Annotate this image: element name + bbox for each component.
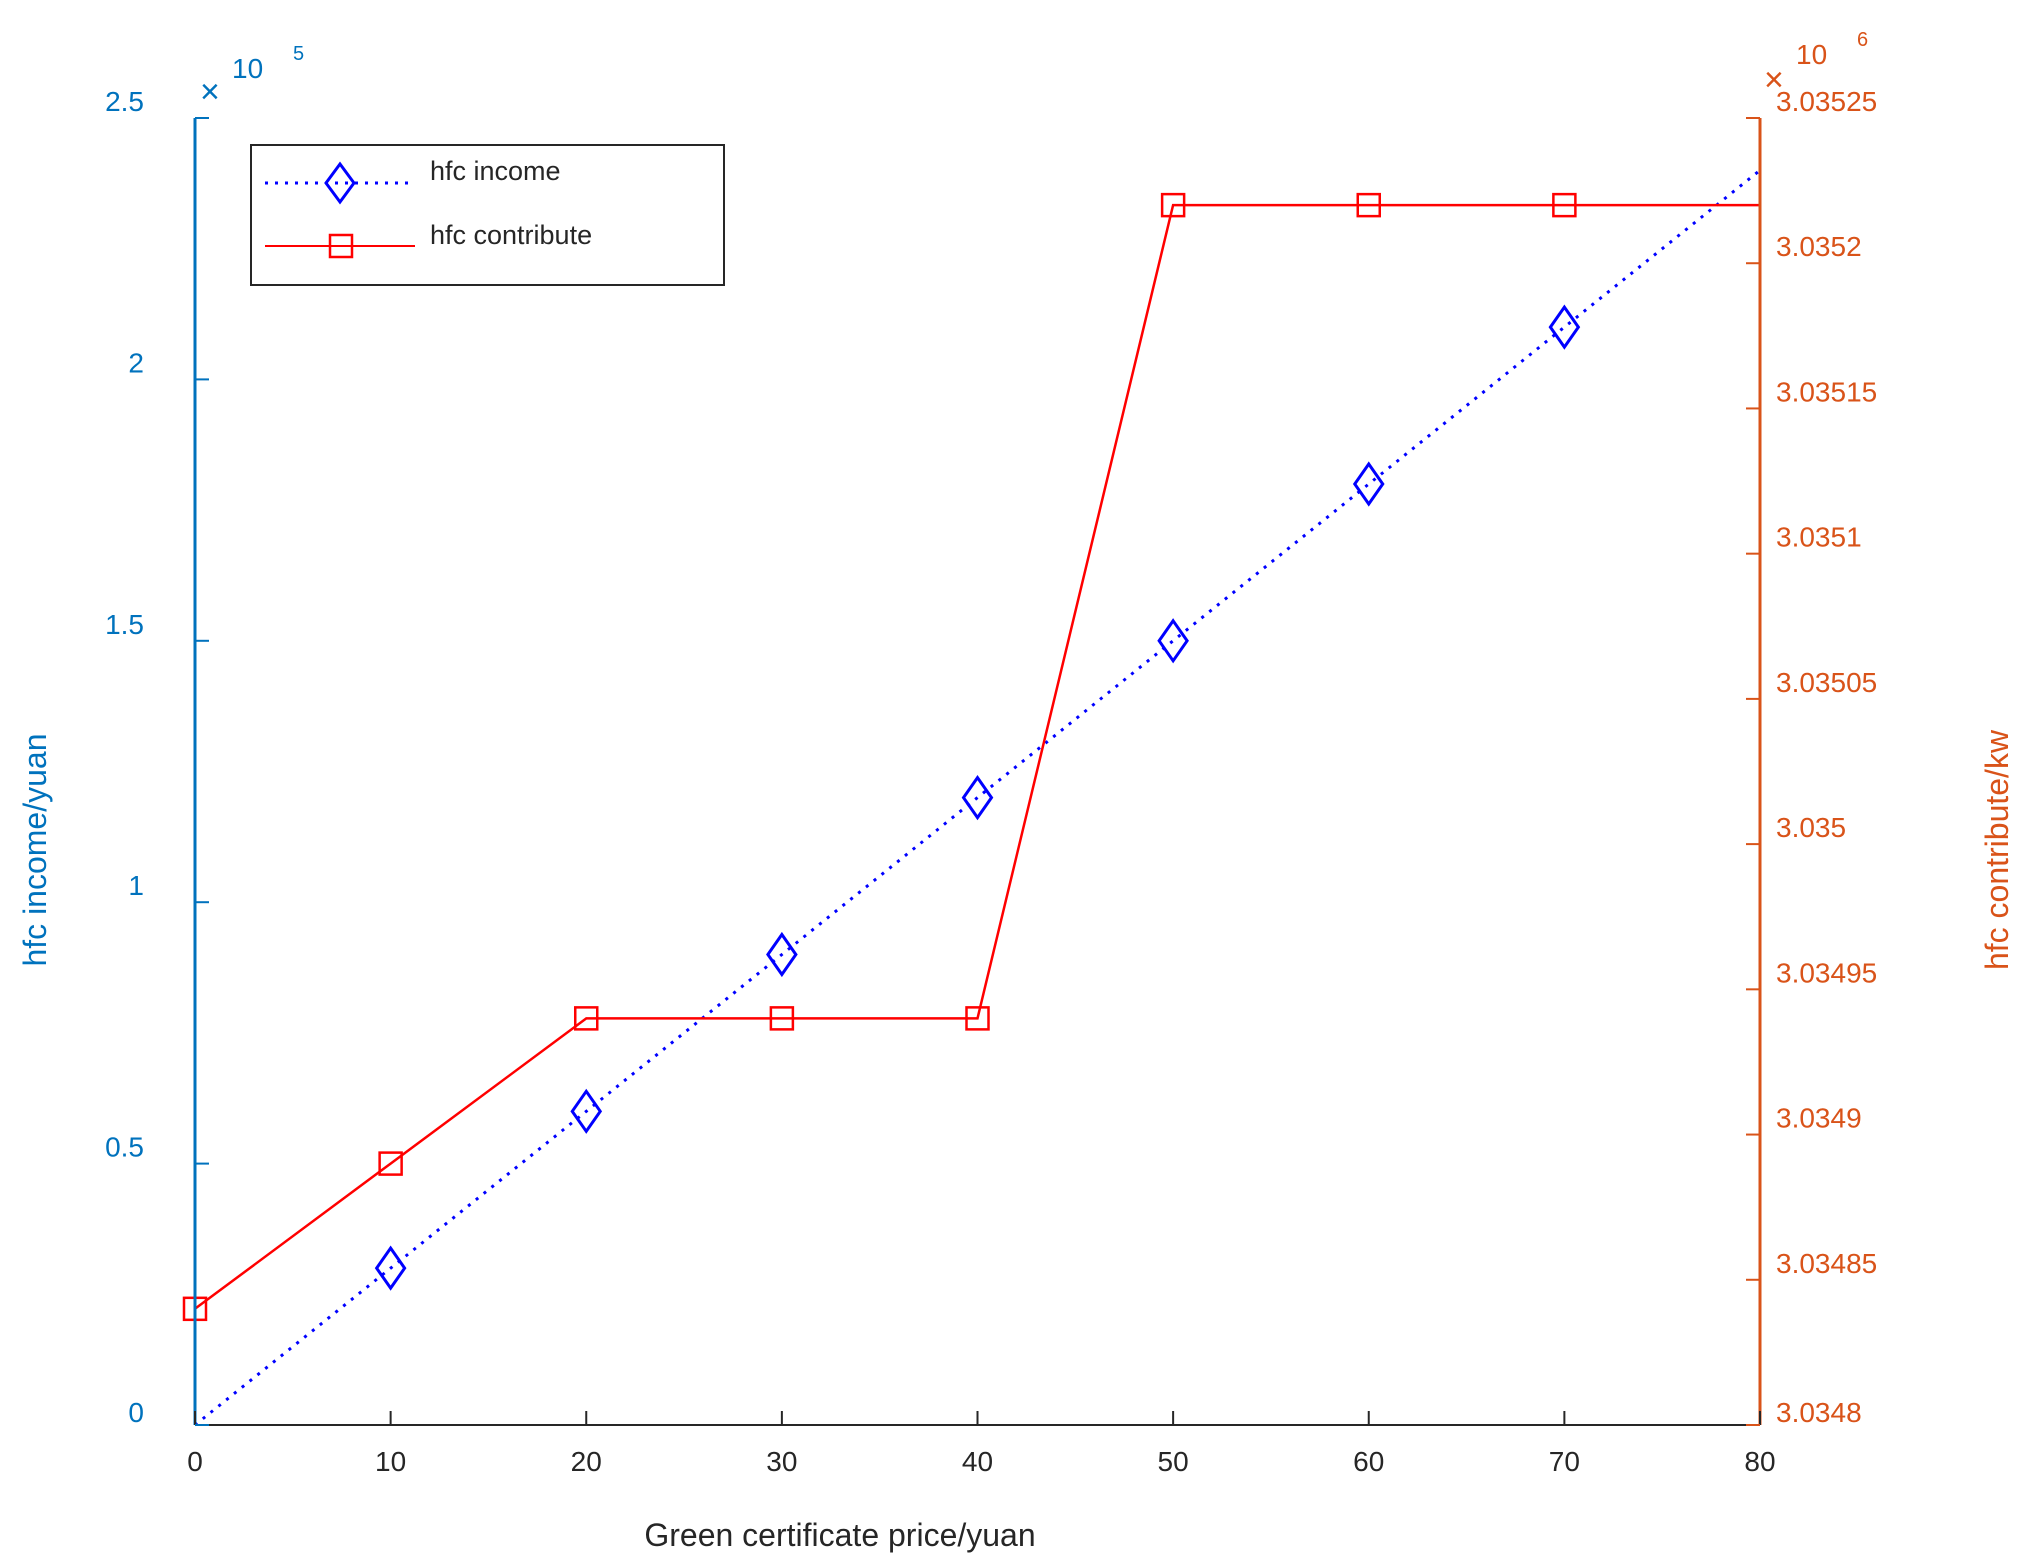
- point-hfc-contribute: [574, 1006, 599, 1031]
- right-y-tick-label: 3.03525: [1776, 86, 1877, 117]
- x-axis-label: Green certificate price/yuan: [644, 1517, 1035, 1553]
- left-exponent-base: 10: [232, 53, 263, 84]
- x-tick-label: 20: [571, 1446, 602, 1477]
- point-hfc-income: [961, 775, 994, 821]
- point-hfc-contribute: [1160, 192, 1186, 218]
- right-exponent-base: 10: [1796, 39, 1827, 70]
- right-exponent: × 10 6: [1764, 29, 1868, 99]
- series-line-hfc-income: [194, 169, 1761, 1427]
- left-y-tick-label: 1: [128, 870, 144, 901]
- legend-box: [250, 144, 725, 286]
- legend-marker-income: [324, 161, 356, 205]
- right-exponent-times: ×: [1764, 61, 1784, 99]
- left-y-ticks: 0 0.5 1 1.5 2 2.5: [105, 86, 209, 1428]
- x-tick-label: 70: [1549, 1446, 1580, 1477]
- right-y-tick-label: 3.035: [1776, 812, 1846, 843]
- point-hfc-income: [766, 931, 798, 978]
- series-line-hfc-contribute: [194, 203, 1760, 1310]
- point-hfc-income: [1352, 461, 1385, 507]
- point-hfc-contribute: [1552, 192, 1577, 218]
- left-exponent-power: 5: [293, 43, 304, 65]
- point-hfc-income: [570, 1088, 603, 1134]
- left-y-tick-label: 1.5: [105, 609, 144, 640]
- left-exponent-times: ×: [200, 73, 220, 111]
- right-y-tick-label: 3.03495: [1776, 957, 1877, 988]
- right-exponent-power: 6: [1857, 29, 1868, 51]
- point-hfc-income: [1548, 304, 1581, 350]
- right-y-tick-label: 3.03505: [1776, 667, 1877, 698]
- right-y-tick-label: 3.0352: [1776, 231, 1862, 262]
- x-tick-label: 10: [375, 1446, 406, 1477]
- legend-label-contribute: hfc contribute: [430, 220, 592, 250]
- left-exponent: × 10 5: [200, 43, 304, 111]
- right-y-tick-label: 3.03515: [1776, 376, 1877, 407]
- point-hfc-income: [374, 1245, 407, 1291]
- x-tick-label: 50: [1158, 1446, 1189, 1477]
- x-ticks: 0 10 20 30 40 50 60 70 80: [187, 1411, 1776, 1477]
- point-hfc-contribute: [769, 1006, 795, 1031]
- right-y-axis-label: hfc contribute/kw: [1979, 729, 2015, 970]
- right-y-tick-label: 3.03485: [1776, 1248, 1877, 1279]
- left-y-tick-label: 0.5: [105, 1132, 144, 1163]
- point-hfc-contribute: [378, 1151, 403, 1176]
- left-y-tick-label: 2: [128, 347, 144, 378]
- x-tick-label: 60: [1353, 1446, 1384, 1477]
- left-y-tick-label: 2.5: [105, 86, 144, 117]
- point-hfc-contribute: [1356, 192, 1381, 218]
- left-y-axis-label: hfc income/yuan: [17, 733, 53, 966]
- right-y-tick-label: 3.0349: [1776, 1103, 1862, 1134]
- point-hfc-contribute: [965, 1006, 990, 1031]
- x-tick-label: 30: [766, 1446, 797, 1477]
- right-y-tick-label: 3.0348: [1776, 1397, 1862, 1428]
- x-tick-label: 40: [962, 1446, 993, 1477]
- legend-marker-contribute: [328, 233, 354, 259]
- right-y-tick-label: 3.0351: [1776, 522, 1862, 553]
- x-tick-label: 80: [1744, 1446, 1775, 1477]
- legend: hfc income hfc contribute: [250, 144, 725, 286]
- point-hfc-income: [1157, 618, 1189, 664]
- left-y-tick-label: 0: [128, 1397, 144, 1428]
- legend-label-income: hfc income: [430, 156, 561, 186]
- right-y-ticks: 3.0348 3.03485 3.0349 3.03495 3.035 3.03505 3.…: [1746, 86, 1877, 1428]
- x-tick-label: 0: [187, 1446, 203, 1477]
